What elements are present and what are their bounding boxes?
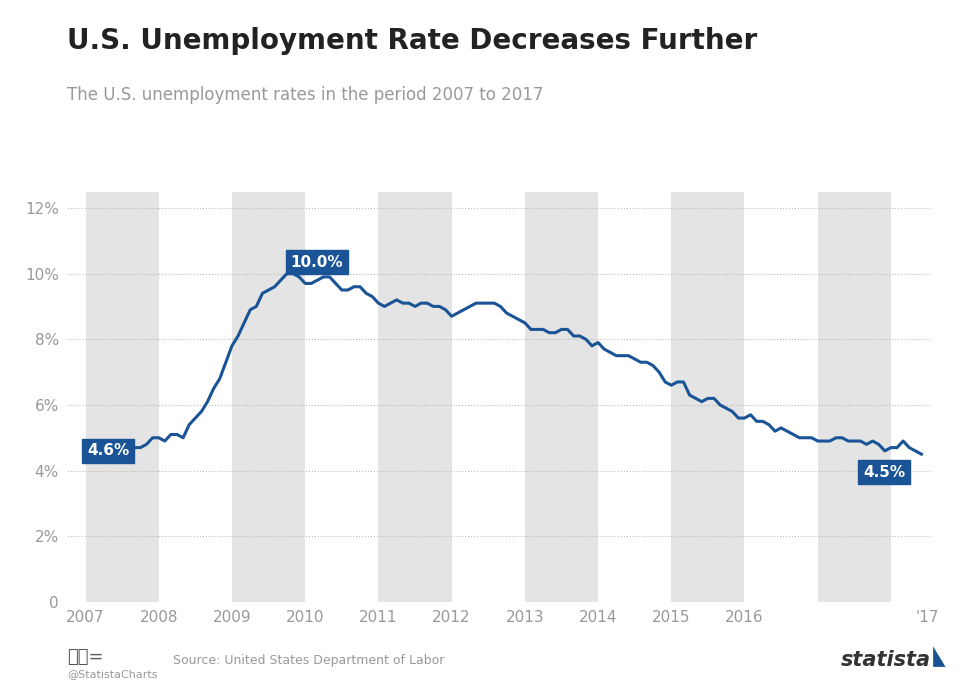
- Bar: [232, 192, 305, 602]
- Text: U.S. Unemployment Rate Decreases Further: U.S. Unemployment Rate Decreases Further: [67, 27, 757, 55]
- Text: 4.6%: 4.6%: [87, 443, 130, 458]
- Text: Source: United States Department of Labor: Source: United States Department of Labo…: [173, 653, 444, 667]
- Bar: [671, 192, 745, 602]
- Text: statista: statista: [841, 650, 931, 670]
- Bar: [818, 192, 891, 602]
- Text: 4.5%: 4.5%: [863, 464, 905, 479]
- Text: The U.S. unemployment rates in the period 2007 to 2017: The U.S. unemployment rates in the perio…: [67, 86, 543, 103]
- Bar: [525, 192, 598, 602]
- Bar: [378, 192, 451, 602]
- Bar: [85, 192, 158, 602]
- Text: Ⓒⓘ=: Ⓒⓘ=: [67, 648, 104, 666]
- Text: 10.0%: 10.0%: [291, 254, 343, 269]
- Text: @StatistaCharts: @StatistaCharts: [67, 669, 157, 679]
